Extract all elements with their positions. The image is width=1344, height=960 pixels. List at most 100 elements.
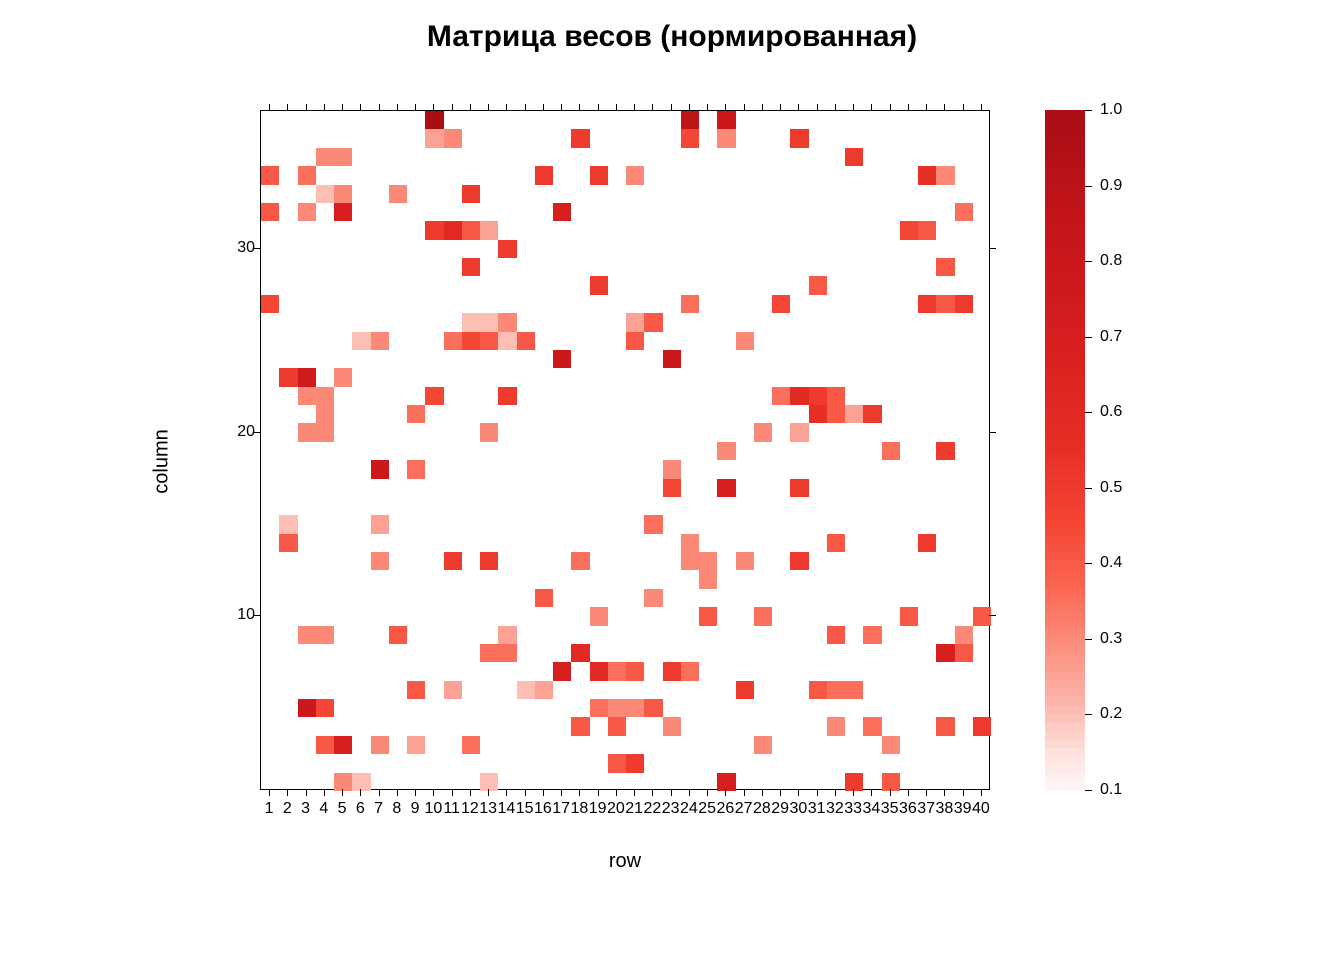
colorbar-segment [1045,170,1085,179]
heatmap-cell [717,479,735,497]
x-tick-top [652,104,653,111]
heatmap-cell [553,350,571,368]
x-tick [671,789,672,796]
heatmap-cell [444,681,462,699]
colorbar-segment [1045,433,1085,442]
x-tick-top [744,104,745,111]
x-tick [835,789,836,796]
heatmap-cell [498,240,516,258]
x-tick-top [452,104,453,111]
heatmap-cell [681,111,699,129]
x-tick [689,789,690,796]
colorbar-segment [1045,450,1085,459]
heatmap-cell [334,185,352,203]
colorbar-segment [1045,756,1085,765]
colorbar-segment [1045,671,1085,680]
x-tick-label: 13 [478,800,498,818]
heatmap-cell [608,662,626,680]
x-tick [634,789,635,796]
x-tick-top [908,104,909,111]
heatmap-cell [444,552,462,570]
colorbar-segment [1045,722,1085,731]
x-tick-top [433,104,434,111]
heatmap-cell [261,166,279,184]
colorbar-tick [1085,412,1092,413]
colorbar-segment [1045,153,1085,162]
x-tick-label: 3 [296,800,316,818]
x-tick-label: 7 [369,800,389,818]
heatmap-cell [444,221,462,239]
colorbar-segment [1045,255,1085,264]
colorbar-segment [1045,586,1085,595]
heatmap-cell [261,295,279,313]
heatmap-cell [553,662,571,680]
heatmap-cell [845,773,863,791]
heatmap-cell [717,442,735,460]
x-tick [652,789,653,796]
y-tick-right [989,615,996,616]
x-tick [379,789,380,796]
colorbar-segment [1045,510,1085,519]
x-tick-label: 10 [423,800,443,818]
x-tick-top [890,104,891,111]
colorbar-segment [1045,374,1085,383]
heatmap-cell [626,332,644,350]
heatmap-cell [736,552,754,570]
x-tick [963,789,964,796]
heatmap-cell [882,736,900,754]
heatmap-cell [955,203,973,221]
x-tick-top [963,104,964,111]
x-tick-top [342,104,343,111]
colorbar-tick-label: 1.0 [1100,101,1122,119]
colorbar-segment [1045,314,1085,323]
y-tick-label: 30 [225,239,255,257]
heatmap-cell [626,166,644,184]
heatmap-cell [882,442,900,460]
colorbar-segment [1045,289,1085,298]
heatmap-cell [717,111,735,129]
heatmap-cell [462,736,480,754]
x-tick-label: 25 [697,800,717,818]
heatmap-cell [316,387,334,405]
heatmap-cell [663,460,681,478]
colorbar-segment [1045,340,1085,349]
x-tick [616,789,617,796]
heatmap-cell [462,258,480,276]
heatmap-cell [681,534,699,552]
x-tick-top [543,104,544,111]
heatmap-cell [882,773,900,791]
colorbar-segment [1045,595,1085,604]
colorbar-tick-label: 0.9 [1100,177,1122,195]
heatmap-cell [371,552,389,570]
heatmap-cell [900,221,918,239]
x-tick-top [287,104,288,111]
x-tick-label: 22 [642,800,662,818]
heatmap-cell [626,662,644,680]
colorbar-segment [1045,680,1085,689]
heatmap-cell [754,736,772,754]
x-tick-top [762,104,763,111]
heatmap-cell [480,644,498,662]
heatmap-cell [827,387,845,405]
x-tick-top [634,104,635,111]
heatmap-cell [936,258,954,276]
heatmap-cell [517,332,535,350]
x-axis-label: row [260,850,990,873]
heatmap-cell [663,662,681,680]
x-tick-label: 6 [350,800,370,818]
heatmap-cell [681,129,699,147]
x-tick [871,789,872,796]
y-tick [254,248,261,249]
heatmap-cell [626,313,644,331]
x-tick-label: 12 [460,800,480,818]
heatmap-cell [863,626,881,644]
x-tick [744,789,745,796]
x-tick [287,789,288,796]
x-tick-top [616,104,617,111]
heatmap-cell [498,387,516,405]
x-tick [853,789,854,796]
x-tick-top [488,104,489,111]
heatmap-cell [790,387,808,405]
x-tick [725,789,726,796]
heatmap-cell [407,405,425,423]
